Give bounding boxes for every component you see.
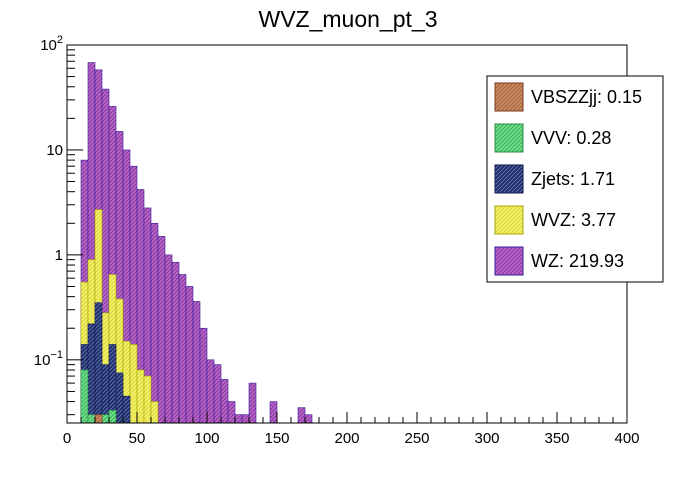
y-tick-label: 1 [55, 247, 63, 264]
legend-item-wz: WZ: 219.93 [494, 246, 624, 276]
x-tick-label: 300 [474, 430, 499, 447]
bar [206, 359, 215, 424]
bar [220, 379, 229, 424]
x-tick-label: 200 [334, 430, 359, 447]
bar [87, 323, 96, 424]
bar [304, 414, 313, 424]
x-tick-label: 250 [404, 430, 429, 447]
legend-swatch [494, 164, 524, 194]
legend-label: VVV: 0.28 [531, 128, 611, 148]
x-tick-label: 50 [129, 430, 146, 447]
bar [269, 401, 278, 424]
bar [178, 274, 187, 424]
legend-item-wvz: WVZ: 3.77 [494, 205, 616, 235]
bar [143, 375, 152, 424]
y-tick-label: 10 [46, 142, 63, 159]
legend-label: WVZ: 3.77 [531, 210, 616, 230]
bar [234, 414, 243, 424]
legend-item-zjets: Zjets: 1.71 [494, 164, 615, 194]
legend-label: Zjets: 1.71 [531, 169, 615, 189]
legend-swatch [494, 205, 524, 235]
legend: VBSZZjj: 0.15 VVV: 0.28 Zjets: 1.71 WVZ: 3.… [486, 75, 664, 283]
chart-title: WVZ_muon_pt_3 [259, 6, 438, 32]
bar [101, 364, 110, 424]
bar [115, 372, 124, 424]
y-tick-label: 102 [40, 34, 63, 54]
bar [87, 414, 96, 424]
bar [157, 236, 166, 424]
bar [199, 327, 208, 424]
x-tick-label: 150 [264, 430, 289, 447]
legend-item-vvv: VVV: 0.28 [494, 123, 611, 153]
x-tick-label: 350 [544, 430, 569, 447]
bar [150, 222, 159, 424]
bar [101, 414, 110, 424]
series-wz [80, 62, 313, 424]
legend-swatch [494, 246, 524, 276]
axes: 0 50 100 150 200 250 300 350 400 10−1 1 10 102 [34, 34, 640, 447]
bar [248, 382, 257, 424]
y-tick-label: 10−1 [34, 349, 63, 369]
series-vbszzjj [94, 414, 103, 424]
bar [80, 369, 89, 424]
bar [108, 410, 117, 424]
legend-swatch [494, 82, 524, 112]
bar [164, 254, 173, 424]
bar [192, 301, 201, 424]
x-tick-label: 400 [614, 430, 639, 447]
bar [185, 286, 194, 424]
bar [241, 414, 250, 424]
bar [129, 344, 138, 424]
x-tick-label: 100 [194, 430, 219, 447]
bar [94, 302, 103, 424]
bar [213, 364, 222, 424]
bar [171, 261, 180, 424]
legend-swatch [494, 123, 524, 153]
x-tick-label: 0 [63, 430, 71, 447]
bar [122, 395, 131, 424]
bar [227, 401, 236, 424]
legend-label: WZ: 219.93 [531, 251, 624, 271]
bar [94, 414, 103, 424]
bar [150, 401, 159, 424]
bar [136, 369, 145, 424]
legend-label: VBSZZjj: 0.15 [531, 87, 642, 107]
bar [297, 407, 306, 424]
histogram-bars [80, 62, 313, 424]
legend-item-vbszzjj: VBSZZjj: 0.15 [494, 82, 642, 112]
